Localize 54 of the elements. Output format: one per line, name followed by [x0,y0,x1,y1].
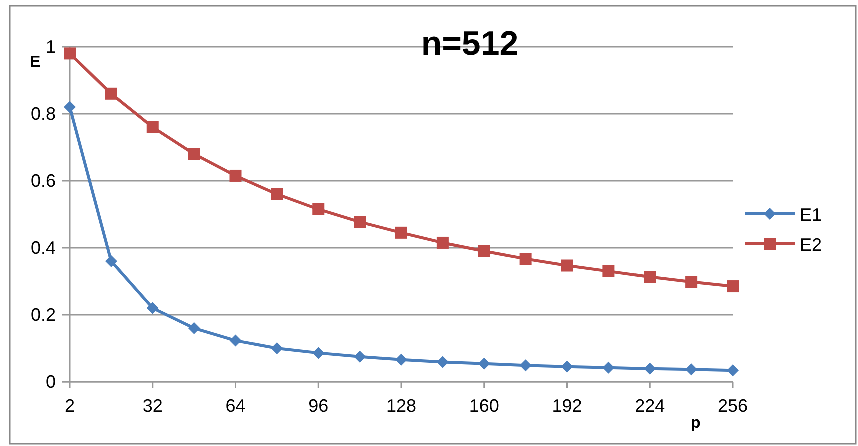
x-tick-label: 32 [142,396,163,416]
point [686,364,698,376]
point [520,360,532,372]
point [396,354,408,366]
point [312,347,325,360]
y-tick-label: 0 [46,372,56,392]
legend-label: E1 [800,205,822,225]
x-tick-label: 64 [226,396,246,416]
x-tick-label: 96 [308,396,329,416]
point [561,260,574,272]
point [602,265,615,278]
x-tick-label: 128 [386,396,417,416]
y-tick-label: 1 [46,37,56,57]
point [644,271,656,284]
point [146,302,159,314]
point [520,253,532,266]
point [436,236,449,249]
point [105,88,118,100]
point [146,121,159,134]
point [64,48,76,60]
point [727,280,739,293]
point [396,226,408,239]
point [478,358,490,370]
point [188,148,200,160]
y-tick-label: 0.4 [30,238,56,258]
y-axis-title: E [30,54,41,71]
point [478,245,490,258]
x-tick-label: 256 [718,396,748,416]
point [686,276,698,288]
x-tick-label: 224 [635,396,666,416]
point [602,362,615,374]
x-tick-label: 192 [552,396,582,416]
point [188,322,200,334]
point [105,255,118,268]
y-tick-label: 0.8 [30,104,56,124]
point [644,362,656,375]
point [271,342,284,354]
point [312,203,325,216]
point [727,364,739,377]
point [230,170,242,182]
x-tick-label: 160 [469,396,500,416]
point [436,356,449,368]
chart-title: n=512 [421,25,519,63]
x-axis-title: p [691,415,701,432]
point [64,101,76,114]
point [230,334,242,347]
y-tick-label: 0.6 [30,171,56,191]
point [561,360,574,373]
point [354,350,366,363]
point [354,216,366,228]
point [271,188,284,200]
y-tick-label: 0.2 [30,305,56,325]
x-tick-label: 2 [64,396,76,416]
legend-label: E2 [800,235,822,255]
